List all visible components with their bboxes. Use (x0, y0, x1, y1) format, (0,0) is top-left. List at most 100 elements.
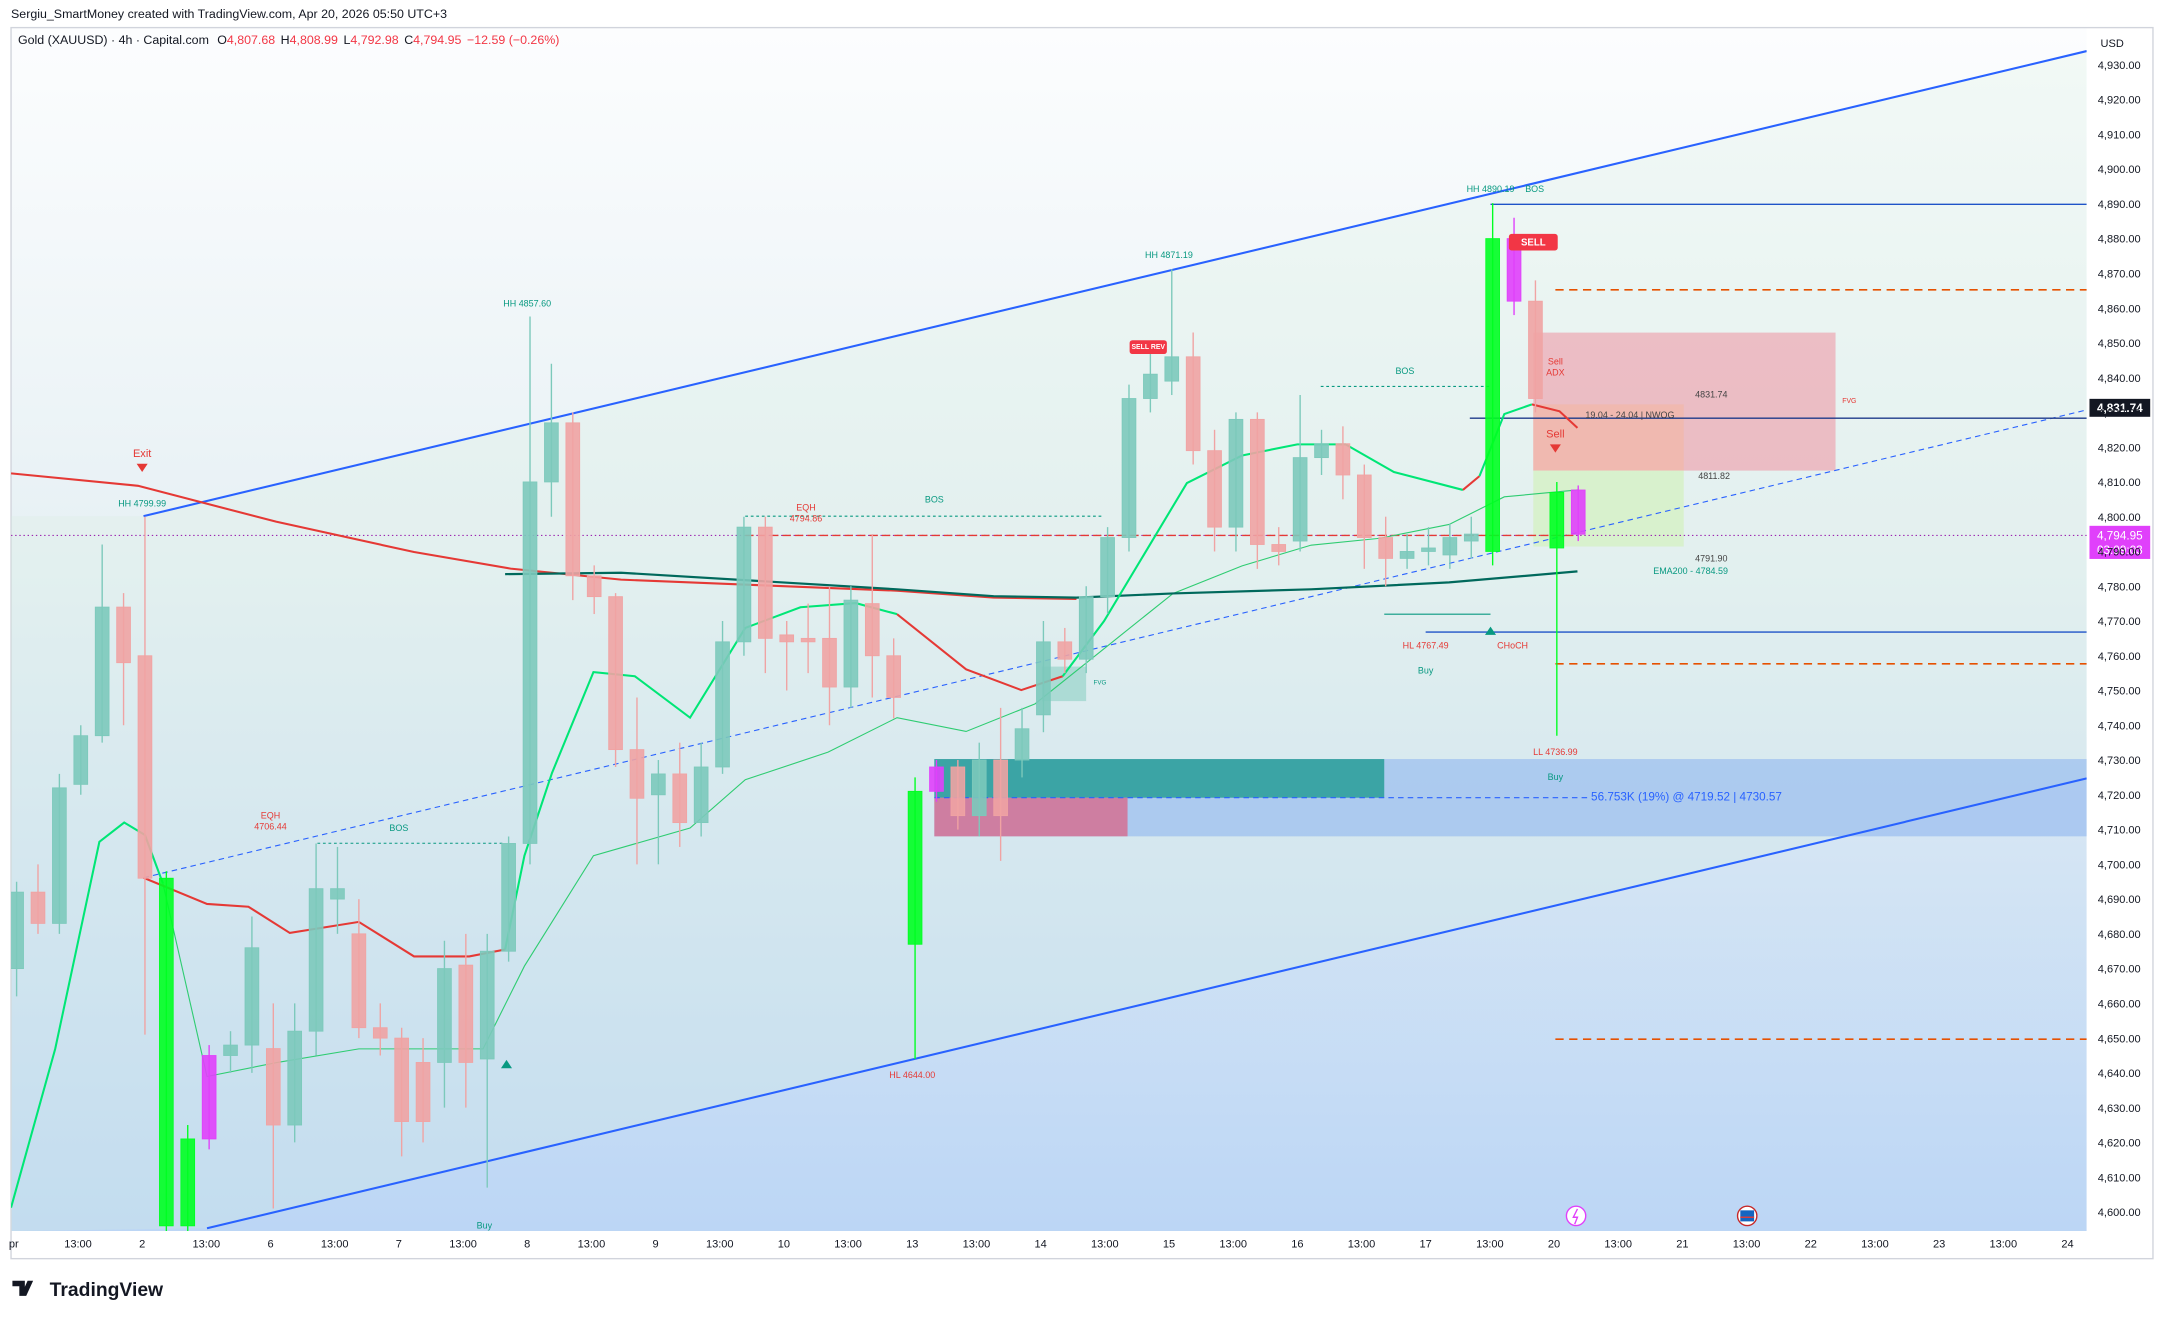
event-icon[interactable] (1565, 1205, 1587, 1227)
annotation: LL 4736.99 (1533, 747, 1578, 757)
candle-body (736, 526, 752, 643)
x-tick-label: 7 (396, 1239, 402, 1251)
candle-body (822, 637, 837, 688)
annotation: Sell (1546, 428, 1564, 440)
ema-fast (143, 876, 506, 958)
candle-body (993, 759, 1008, 817)
x-tick-label: 13:00 (963, 1239, 991, 1251)
candle-body (437, 968, 452, 1063)
candle-body (586, 575, 602, 598)
candle-body (11, 891, 24, 970)
x-tick-label: 13:00 (321, 1239, 349, 1251)
y-tick-label: 4,820.00 (2098, 442, 2141, 454)
candle-body (693, 766, 709, 824)
y-tick-label: 4,880.00 (2098, 234, 2141, 246)
candle-body (1463, 533, 1479, 542)
candle-body (544, 422, 559, 483)
x-tick-label: 13:00 (1091, 1239, 1119, 1251)
ohlc-value: 4,794.95 (413, 33, 461, 47)
change: −12.59 (−0.26%) (467, 33, 559, 47)
x-tick-label: 13:00 (449, 1239, 477, 1251)
candle-body (1207, 450, 1222, 528)
annotation: HH 4871.19 (1145, 250, 1193, 260)
candle-body (651, 773, 666, 796)
candle-body (1121, 398, 1137, 538)
y-tick-label: 4,780.00 (2098, 581, 2141, 593)
x-tick-label: 16 (1291, 1239, 1303, 1251)
y-tick-label: 4,760.00 (2098, 651, 2141, 663)
candle-body (672, 773, 688, 824)
candle-body (800, 637, 816, 643)
sell-marker (1549, 444, 1561, 453)
y-tick-label: 4,740.00 (2098, 720, 2141, 732)
candle-body (351, 933, 367, 1029)
y-tick-label: 4,900.00 (2098, 164, 2141, 176)
y-tick-label: 4,730.00 (2098, 755, 2141, 767)
ohlc-value: 4,808.99 (290, 33, 338, 47)
candle-body (907, 790, 923, 945)
x-tick-label: 15 (1163, 1239, 1175, 1251)
candle-body (458, 964, 474, 1063)
x-tick-label: 21 (1676, 1239, 1688, 1251)
annotation: FVG (1842, 398, 1856, 405)
annotation: EQH (796, 503, 815, 513)
ohlc-key: H (281, 33, 290, 47)
candle-body (116, 606, 131, 664)
plot-background (11, 27, 2087, 1232)
candle-body (479, 950, 495, 1060)
logo-mark (12, 1280, 34, 1296)
candle-body (1292, 457, 1308, 542)
annotation: Sell (1548, 356, 1563, 366)
candle-body (522, 481, 538, 844)
candle-body (244, 947, 260, 1046)
candle-body (715, 641, 730, 768)
y-tick-label: 4,790.00 (2098, 547, 2141, 559)
x-tick-label: 20 (1548, 1239, 1560, 1251)
annotation: Buy (1418, 665, 1434, 675)
x-tick-label: 13:00 (834, 1239, 862, 1251)
candle-body (159, 877, 174, 1227)
y-tick-label: 4,850.00 (2098, 338, 2141, 350)
demand-zone (934, 759, 1385, 798)
candle-body (330, 888, 345, 900)
candle-body (629, 749, 645, 799)
ohlc-key: L (343, 33, 350, 47)
ohlc-key: C (404, 33, 413, 47)
sell-zone (1533, 404, 1684, 471)
annotation: HH 4799.99 (118, 498, 166, 508)
candle-body (265, 1048, 281, 1126)
ohlc-value: 4,792.98 (350, 33, 398, 47)
y-tick-label: 4,600.00 (2098, 1207, 2141, 1219)
candle-body (950, 766, 966, 817)
y-tick-label: 4,890.00 (2098, 199, 2141, 211)
x-tick-label: 13:00 (1219, 1239, 1247, 1251)
candle-body (1057, 641, 1073, 660)
annotation: 4831.74 (1695, 389, 1727, 399)
candle-body (30, 891, 46, 924)
y-tick-label: 4,830.00 (2098, 408, 2141, 420)
annotation: BOS (1525, 184, 1544, 194)
y-tick-label: 4,650.00 (2098, 1033, 2141, 1045)
drawings (11, 50, 2087, 1232)
annotation: EMA200 - 4784.59 (1653, 566, 1728, 576)
symbol-line: Gold (XAUUSD) · 4h · Capital.com O4,807.6… (18, 33, 559, 47)
annotation: HL 4767.49 (1403, 641, 1449, 651)
currency: USD (2101, 38, 2124, 50)
ema-fast (504, 602, 898, 950)
y-tick-label: 4,630.00 (2098, 1103, 2141, 1115)
candle-body (1378, 537, 1394, 559)
signal-badge (1129, 340, 1167, 354)
y-tick-label: 4,720.00 (2098, 790, 2141, 802)
x-tick-label: 13:00 (1861, 1239, 1889, 1251)
ohlc-key: O (217, 33, 227, 47)
x-tick-label: 17 (1420, 1239, 1432, 1251)
time-axis (11, 1231, 2153, 1259)
annotation: SELL (1521, 238, 1546, 249)
candle-body (1356, 474, 1372, 538)
candle-body (1228, 418, 1244, 528)
annotation: 4794.86 (790, 514, 822, 524)
y-tick-label: 4,840.00 (2098, 373, 2141, 385)
x-tick-label: 2 (139, 1239, 145, 1251)
